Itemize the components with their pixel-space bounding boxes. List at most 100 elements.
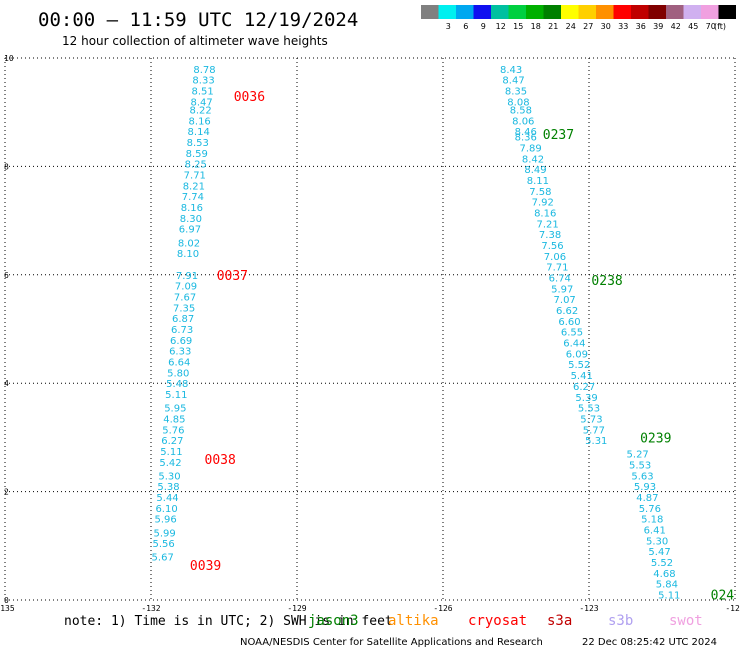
legend-swatch	[578, 5, 596, 19]
wave-height-value: 5.52	[568, 360, 590, 371]
wave-height-value: 8.47	[190, 97, 212, 108]
wave-height-value: 5.99	[153, 528, 175, 539]
wave-height-value: 8.25	[185, 160, 207, 171]
wave-height-value: 6.60	[558, 317, 580, 328]
wave-height-value: 7.67	[174, 292, 196, 303]
wave-height-value: 7.71	[546, 263, 568, 274]
wave-height-value: 8.06	[512, 116, 534, 127]
wave-height-value: 8.30	[180, 214, 202, 225]
satellite-name: swot	[669, 613, 703, 629]
wave-height-value: 8.33	[192, 76, 214, 87]
wave-height-value: 5.42	[159, 458, 181, 469]
wave-height-value: 6.27	[573, 382, 595, 393]
legend-swatch	[438, 5, 456, 19]
legend-swatch	[648, 5, 666, 19]
wave-height-value: 8.36	[515, 133, 537, 144]
wave-height-value: 5.48	[166, 379, 188, 390]
longitude-tick-label: -123	[579, 604, 598, 613]
wave-height-value: 7.09	[175, 282, 197, 293]
longitude-ticks: -135 -132 -129 -126 -123 -120	[0, 604, 740, 613]
legend-label: 33	[618, 22, 628, 31]
wave-height-value: 8.43	[500, 65, 522, 76]
legend-label: 39	[653, 22, 663, 31]
wave-height-value: 8.16	[534, 208, 556, 219]
wave-height-value: 6.09	[566, 349, 588, 360]
satellite-name: s3a	[547, 613, 572, 629]
wave-height-value: 5.63	[631, 471, 653, 482]
wave-height-value: 8.59	[186, 149, 208, 160]
wave-height-value: 8.16	[189, 116, 211, 127]
wave-height-value: 5.56	[153, 539, 175, 550]
wave-height-value: 5.52	[651, 558, 673, 569]
legend-swatch	[596, 5, 614, 19]
longitude-tick-label: -129	[287, 604, 306, 613]
wave-height-value: 7.92	[532, 198, 554, 209]
wave-height-value: 7.21	[537, 219, 559, 230]
legend-label: 70	[706, 22, 716, 31]
wave-height-value: 7.71	[184, 171, 206, 182]
pass-time-label: 0039	[190, 559, 221, 574]
credit-line: NOAA/NESDIS Center for Satellite Applica…	[240, 637, 543, 648]
wave-height-value: 5.11	[160, 447, 182, 458]
wave-height-value: 8.22	[190, 105, 212, 116]
wave-height-value: 7.35	[173, 303, 195, 314]
satellite-name: s3b	[608, 613, 633, 629]
legend-label: 18	[531, 22, 541, 31]
wave-height-value: 5.77	[583, 425, 605, 436]
wave-height-value: 8.58	[510, 105, 532, 116]
wave-height-value: 7.58	[529, 187, 551, 198]
legend-swatch	[456, 5, 474, 19]
wave-height-value: 7.06	[544, 252, 566, 263]
wave-height-value: 7.89	[519, 143, 541, 154]
pass-time-label: 0237	[543, 128, 574, 143]
wave-height-value: 6.55	[561, 328, 583, 339]
wave-height-value: 5.47	[648, 547, 670, 558]
wave-height-value: 5.18	[641, 515, 663, 526]
latitude-tick-label: 6	[4, 271, 9, 280]
wave-height-value: 4.68	[653, 569, 675, 580]
wave-height-value: 5.84	[656, 580, 678, 591]
wave-height-value: 5.76	[639, 504, 661, 515]
legend-swatch	[543, 5, 561, 19]
map-subtitle: 12 hour collection of altimeter wave hei…	[62, 34, 328, 48]
lat-lon-grid	[4, 57, 736, 601]
legend-label: 15	[513, 22, 523, 31]
wave-height-value: 5.93	[634, 482, 656, 493]
satellite-name: jason3	[308, 613, 359, 629]
wave-height-value: 7.91	[176, 271, 198, 282]
wave-height-value: 5.97	[551, 284, 573, 295]
latitude-tick-label: 10	[4, 54, 14, 63]
legend-unit: (ft)	[714, 22, 726, 31]
wave-height-value: 7.56	[541, 241, 563, 252]
longitude-tick-label: -126	[433, 604, 452, 613]
wave-height-value: 6.69	[170, 336, 192, 347]
legend-swatch	[473, 5, 491, 19]
latitude-ticks: 10 8 6 4 2 0	[4, 54, 14, 605]
wave-height-value: 7.38	[539, 230, 561, 241]
wave-height-value: 6.64	[168, 358, 190, 369]
color-legend: 3 6 9 12 15 18 21 24 27 30 33 36 39 42 45 70(ft)	[421, 5, 736, 31]
wave-height-value: 7.74	[182, 192, 204, 203]
legend-swatch	[701, 5, 719, 19]
wave-height-value: 8.47	[502, 76, 524, 87]
wave-height-value: 8.21	[183, 181, 205, 192]
latitude-tick-label: 2	[4, 488, 9, 497]
legend-swatch	[526, 5, 544, 19]
pass-time-label: 0239	[640, 431, 671, 446]
wave-height-value: 6.74	[549, 274, 571, 285]
pass-time-label: 024	[711, 589, 735, 604]
satellite-tracks: 8.788.338.518.478.228.168.148.538.598.25…	[152, 65, 735, 604]
wave-height-value: 5.76	[162, 425, 184, 436]
legend-label: 24	[566, 22, 576, 31]
pass-time-label: 0037	[217, 269, 248, 284]
wave-height-value: 5.38	[157, 482, 179, 493]
wave-height-value: 6.73	[171, 325, 193, 336]
wave-height-value: 6.62	[556, 306, 578, 317]
legend-label: 21	[548, 22, 558, 31]
wave-height-value: 8.51	[191, 87, 213, 98]
wave-height-value: 8.16	[181, 203, 203, 214]
longitude-tick-label: -120	[725, 604, 740, 613]
wave-height-value: 4.85	[163, 414, 185, 425]
